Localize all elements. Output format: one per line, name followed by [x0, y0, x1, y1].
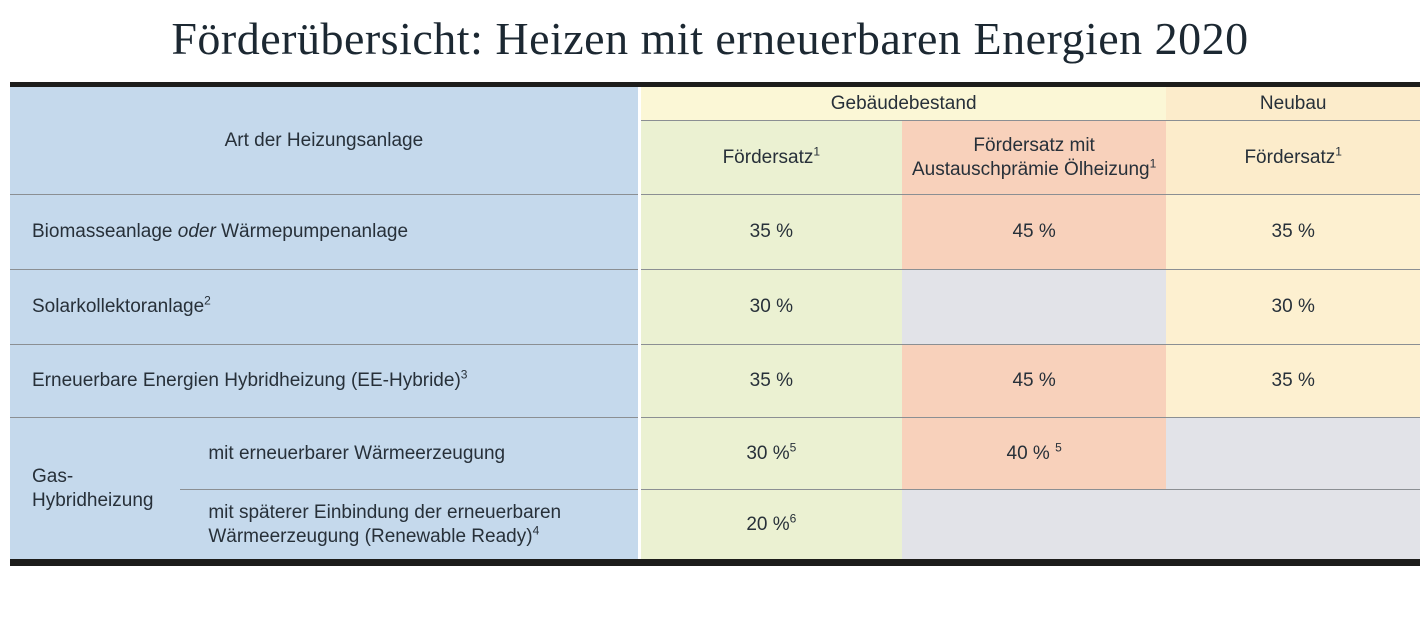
- footnote-marker: 1: [813, 144, 821, 159]
- group-header-neubau: Neubau: [1166, 84, 1420, 121]
- row-label-text: Erneuerbare Energien Hybridheizung (EE-H…: [32, 370, 461, 391]
- cell-value: 30 %: [746, 442, 790, 464]
- cell-gas-sub2-rest-empty: [901, 489, 1420, 563]
- cell-gas-sub1-bestand: 30 %5: [639, 417, 902, 490]
- funding-overview-table: Art der Heizungsanlage Gebäudebestand Ne…: [10, 82, 1420, 566]
- row-label-gas-hybrid: Gas-Hybridheizung: [10, 417, 181, 563]
- table-row-gas-hybrid-sub2: mit späterer Einbindung der erneuerbaren…: [10, 489, 1420, 563]
- group-header-gebaeudebestand: Gebäudebestand: [639, 84, 1167, 121]
- cell-biomasse-austausch: 45 %: [901, 194, 1167, 270]
- footnote-marker: 2: [204, 293, 211, 308]
- row-sublabel-text-line1: mit späterer Einbindung der erneuerbaren: [208, 501, 562, 523]
- row-label-text: Solarkollektoranlage: [32, 296, 205, 317]
- row-sublabel-erneuerbare-waermeerzeugung: mit erneuerbarer Wärmeerzeugung: [180, 417, 641, 490]
- footnote-marker: 1: [1335, 144, 1342, 159]
- column-header-text-line2: Austauschprämie Ölheizung: [911, 158, 1150, 180]
- row-label-text-italic: oder: [177, 221, 216, 242]
- footnote-marker: 6: [789, 511, 797, 526]
- row-label-ee-hybrid: Erneuerbare Energien Hybridheizung (EE-H…: [10, 344, 641, 418]
- cell-biomasse-bestand: 35 %: [639, 194, 902, 270]
- table-row-biomasse: Biomasseanlage oder Wärmepumpenanlage 35…: [10, 194, 1420, 270]
- table-row-gas-hybrid-sub1: Gas-Hybridheizung mit erneuerbarer Wärme…: [10, 417, 1420, 563]
- row-label-solar: Solarkollektoranlage2: [10, 269, 641, 345]
- column-header-text: Fördersatz: [722, 146, 814, 168]
- footnote-marker: 3: [460, 367, 468, 382]
- cell-gas-sub1-austausch: 40 % 5: [901, 417, 1167, 490]
- table-row-ee-hybrid: Erneuerbare Energien Hybridheizung (EE-H…: [10, 344, 1420, 418]
- corner-header-art-der-heizungsanlage: Art der Heizungsanlage: [10, 84, 641, 195]
- group-header-row: Art der Heizungsanlage Gebäudebestand Ne…: [10, 84, 1420, 195]
- cell-biomasse-neubau: 35 %: [1166, 194, 1420, 270]
- footnote-marker: 5: [1055, 440, 1062, 455]
- cell-solar-bestand: 30 %: [639, 269, 902, 345]
- column-header-foerdersatz-austauschpraemie: Fördersatz mit Austauschprämie Ölheizung1: [901, 120, 1167, 195]
- cell-value: 20 %: [746, 513, 790, 535]
- column-header-foerdersatz-neubau: Fördersatz1: [1166, 120, 1420, 195]
- column-header-text-line1: Fördersatz mit: [973, 134, 1095, 156]
- row-label-biomasse: Biomasseanlage oder Wärmepumpenanlage: [10, 194, 641, 270]
- column-header-row: Fördersatz1 Fördersatz mit Austauschprämi…: [10, 120, 1420, 195]
- footnote-marker: 4: [532, 523, 540, 538]
- row-label-text: Wärmepumpenanlage: [215, 221, 409, 242]
- cell-gas-sub1-neubau-empty: [1166, 417, 1420, 490]
- cell-ee-hybrid-austausch: 45 %: [901, 344, 1167, 418]
- column-header-text: Fördersatz: [1244, 146, 1336, 168]
- cell-solar-neubau: 30 %: [1166, 269, 1420, 345]
- row-sublabel-text-line2: Wärmeerzeugung (Renewable Ready): [208, 525, 533, 547]
- page-title: Förderübersicht: Heizen mit erneuerbaren…: [171, 13, 1249, 64]
- cell-gas-sub2-bestand: 20 %6: [639, 489, 902, 563]
- cell-value: 40 %: [1006, 442, 1056, 464]
- cell-solar-austausch-empty: [901, 269, 1167, 345]
- row-sublabel-renewable-ready: mit späterer Einbindung der erneuerbaren…: [180, 489, 641, 563]
- table-row-solar: Solarkollektoranlage2 30 % 30 %: [10, 269, 1420, 345]
- cell-ee-hybrid-neubau: 35 %: [1166, 344, 1420, 418]
- row-label-text: Biomasseanlage: [32, 221, 178, 242]
- column-header-foerdersatz-bestand: Fördersatz1: [639, 120, 902, 195]
- footnote-marker: 5: [789, 440, 797, 455]
- footnote-marker: 1: [1149, 156, 1157, 171]
- cell-ee-hybrid-bestand: 35 %: [639, 344, 902, 418]
